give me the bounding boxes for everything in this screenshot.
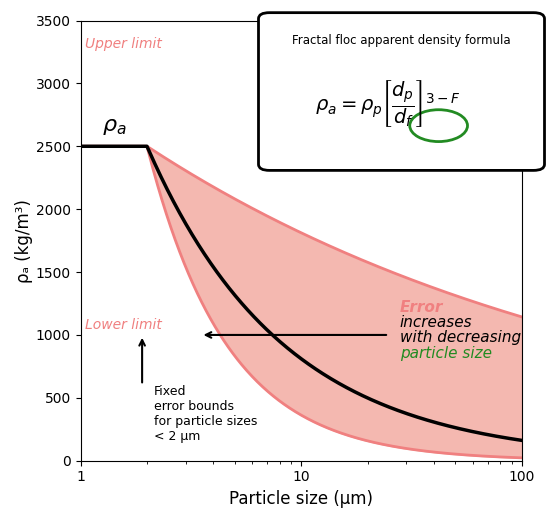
Text: Fixed
error bounds
for particle sizes
< 2 μm: Fixed error bounds for particle sizes < … (154, 385, 257, 444)
FancyBboxPatch shape (258, 13, 544, 170)
Y-axis label: ρₐ (kg/m³): ρₐ (kg/m³) (15, 199, 33, 282)
Text: with decreasing: with decreasing (400, 331, 521, 346)
Text: Upper limit: Upper limit (85, 37, 162, 51)
X-axis label: Particle size (μm): Particle size (μm) (229, 490, 373, 508)
Text: Fractal floc apparent density formula: Fractal floc apparent density formula (292, 34, 511, 47)
Text: $\rho_a$: $\rho_a$ (102, 118, 126, 138)
Text: increases: increases (400, 315, 472, 331)
Text: $\rho_a = \rho_p \left[\dfrac{d_p}{d_f}\right]^{3-F}$: $\rho_a = \rho_p \left[\dfrac{d_p}{d_f}\… (315, 78, 460, 129)
Text: Lower limit: Lower limit (85, 317, 162, 332)
Text: Error: Error (400, 300, 443, 315)
Text: particle size: particle size (400, 346, 492, 360)
